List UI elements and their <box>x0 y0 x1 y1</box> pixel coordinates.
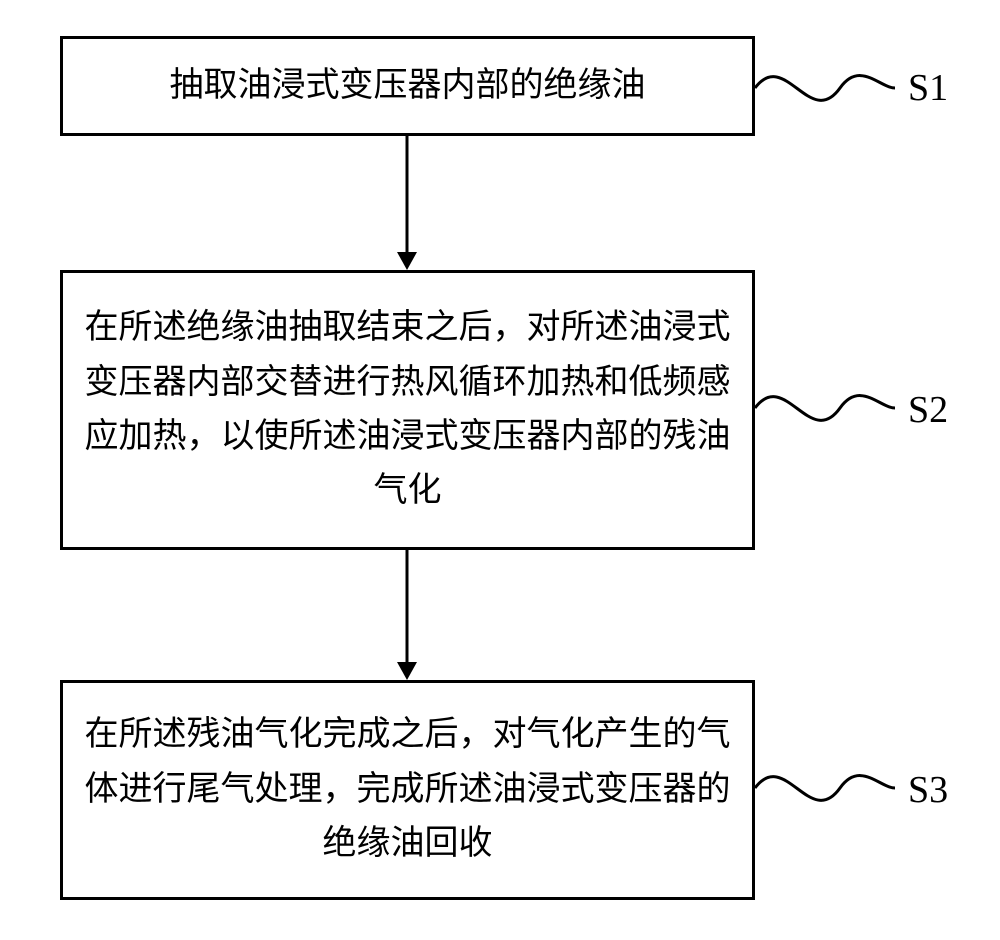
flow-node-s3: 在所述残油气化完成之后，对气化产生的气体进行尾气处理，完成所述油浸式变压器的绝缘… <box>60 680 755 900</box>
squiggle-s3 <box>755 760 895 820</box>
flow-node-s1: 抽取油浸式变压器内部的绝缘油 <box>60 36 755 136</box>
step-label-s3-text: S3 <box>908 769 948 811</box>
arrow-s1-s2 <box>393 136 421 270</box>
flowchart-canvas: 抽取油浸式变压器内部的绝缘油 在所述绝缘油抽取结束之后，对所述油浸式变压器内部交… <box>0 0 1000 940</box>
step-label-s3: S3 <box>908 768 948 812</box>
squiggle-s2 <box>755 380 895 440</box>
step-label-s1-text: S1 <box>908 67 948 109</box>
step-label-s2: S2 <box>908 388 948 432</box>
flow-node-s2: 在所述绝缘油抽取结束之后，对所述油浸式变压器内部交替进行热风循环加热和低频感应加… <box>60 270 755 550</box>
flow-node-s1-text: 抽取油浸式变压器内部的绝缘油 <box>170 59 646 113</box>
flow-node-s2-text: 在所述绝缘油抽取结束之后，对所述油浸式变压器内部交替进行热风循环加热和低频感应加… <box>83 301 732 519</box>
arrow-s2-s3 <box>393 550 421 680</box>
step-label-s1: S1 <box>908 66 948 110</box>
flow-node-s3-text: 在所述残油气化完成之后，对气化产生的气体进行尾气处理，完成所述油浸式变压器的绝缘… <box>83 708 732 871</box>
squiggle-s1 <box>755 60 895 120</box>
step-label-s2-text: S2 <box>908 389 948 431</box>
